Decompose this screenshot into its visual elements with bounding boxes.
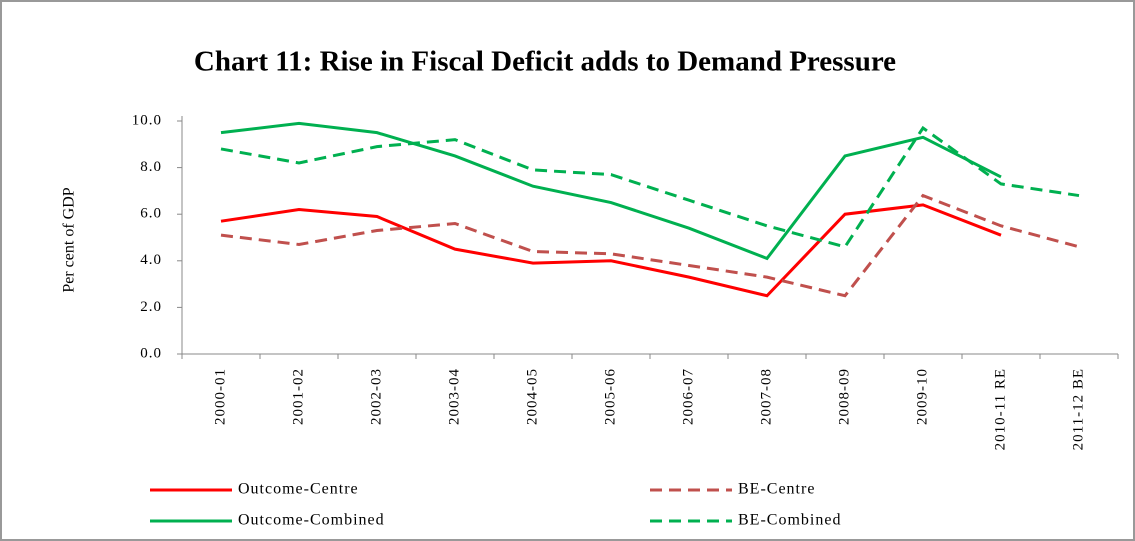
x-tick-label: 2005-06 <box>602 368 618 425</box>
y-tick-label: 2.0 <box>140 299 162 315</box>
legend-label: BE-Centre <box>738 481 815 498</box>
x-tick-label: 2009-10 <box>914 368 930 425</box>
x-tick-label: 2008-09 <box>836 368 852 425</box>
y-tick-label: 4.0 <box>140 252 162 268</box>
y-tick-label: 0.0 <box>140 345 162 361</box>
x-tick-label: 2006-07 <box>680 368 696 425</box>
x-tick-label: 2004-05 <box>524 368 540 425</box>
x-tick-label: 2001-02 <box>290 368 306 425</box>
x-tick-label: 2002-03 <box>368 368 384 425</box>
y-tick-label: 10.0 <box>132 112 162 128</box>
x-tick-label: 2010-11 RE <box>992 368 1008 450</box>
x-tick-label: 2000-01 <box>212 368 228 425</box>
x-tick-label: 2003-04 <box>446 368 462 425</box>
x-tick-label: 2011-12 BE <box>1070 368 1086 450</box>
series-line <box>220 125 1080 249</box>
y-tick-label: 8.0 <box>140 159 162 175</box>
chart-title: Chart 11: Rise in Fiscal Deficit adds to… <box>194 46 896 78</box>
legend-label: Outcome-Combined <box>238 512 385 529</box>
series-line <box>220 193 1080 298</box>
x-tick-label: 2007-08 <box>758 368 774 425</box>
y-tick-label: 6.0 <box>140 206 162 222</box>
series-line <box>220 121 1002 261</box>
series-line <box>220 203 1002 298</box>
legend-label: Outcome-Centre <box>238 481 359 498</box>
legend-label: BE-Combined <box>738 512 841 529</box>
y-axis-label: Per cent of GDP <box>61 187 78 292</box>
